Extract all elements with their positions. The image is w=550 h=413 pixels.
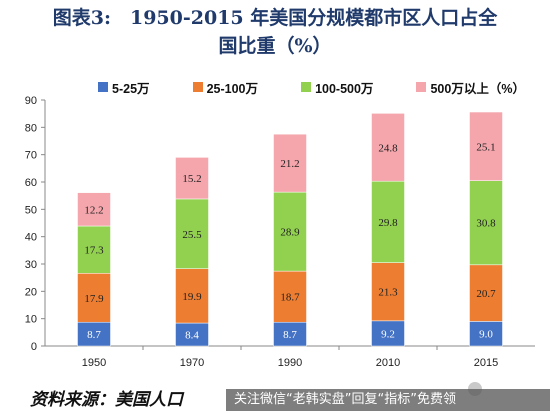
y-tick-label: 20 <box>25 286 37 298</box>
legend-item-25-100: 25-100万 <box>192 78 259 97</box>
data-label: 12.2 <box>84 204 103 216</box>
chart-title-line1: 图表3: 1950-2015 年美国分规模都市区人口占全 <box>52 7 498 29</box>
legend-swatch-100-500 <box>301 82 312 92</box>
bar-segment <box>371 180 405 263</box>
data-label: 17.3 <box>84 245 104 257</box>
data-label: 25.1 <box>476 141 495 153</box>
data-label: 17.9 <box>84 293 104 305</box>
data-label: 9.2 <box>381 328 395 340</box>
y-tick-label: 80 <box>25 122 37 134</box>
y-tick-label: 40 <box>25 232 37 244</box>
data-label: 21.3 <box>378 287 398 299</box>
legend-label-500-plus: 500万以上（%） <box>430 81 525 96</box>
data-label: 8.7 <box>87 329 101 341</box>
bar-segment <box>273 191 307 272</box>
bar-segment <box>371 262 405 322</box>
chart-legend: 5-25万 25-100万 100-500万 500万以上（%） <box>98 77 525 97</box>
x-tick-label: 1950 <box>82 357 106 369</box>
legend-label-5-25: 5-25万 <box>112 81 150 96</box>
data-label: 19.9 <box>182 291 202 303</box>
data-label: 8.4 <box>185 330 199 342</box>
data-label: 24.8 <box>378 142 398 154</box>
bar-segment <box>175 268 209 324</box>
source-text: 资料来源：美国人口 <box>30 390 183 410</box>
data-label: 29.8 <box>378 217 398 229</box>
bar-segment <box>469 111 503 181</box>
promo-banner: 关注微信“老韩实盘”回复“指标”免费领 <box>226 389 550 411</box>
bar-segment <box>175 157 209 200</box>
legend-label-100-500: 100-500万 <box>315 81 374 96</box>
x-tick-label: 1970 <box>180 357 204 369</box>
legend-item-500-plus: 500万以上（%） <box>416 78 525 97</box>
bar-segment <box>469 264 503 322</box>
data-label: 21.2 <box>280 158 299 170</box>
bar-segment <box>175 198 209 269</box>
bar-segment <box>77 192 111 227</box>
data-label: 30.8 <box>476 218 496 230</box>
x-tick-label: 1990 <box>278 357 302 369</box>
bar-segment <box>77 225 111 274</box>
y-tick-label: 30 <box>25 259 37 271</box>
legend-item-100-500: 100-500万 <box>301 78 373 97</box>
legend-swatch-500-plus <box>416 82 427 92</box>
legend-swatch-5-25 <box>98 82 108 92</box>
legend-swatch-25-100 <box>192 82 203 92</box>
y-tick-label: 50 <box>25 204 37 216</box>
bar-segment <box>77 273 111 323</box>
y-tick-label: 90 <box>25 95 37 107</box>
bar-segment <box>371 320 405 347</box>
x-tick-label: 2010 <box>376 357 400 369</box>
legend-item-5-25: 5-25万 <box>98 78 150 97</box>
bar-segment <box>371 113 405 182</box>
x-tick-label: 2015 <box>474 357 498 369</box>
bar-segment <box>273 133 307 193</box>
y-tick-label: 70 <box>25 150 37 162</box>
bar-segment <box>469 180 503 266</box>
legend-label-25-100: 25-100万 <box>206 81 259 96</box>
y-tick-label: 10 <box>25 314 37 326</box>
chart-title-line2: 国比重（%） <box>218 35 332 57</box>
data-label: 28.9 <box>280 227 300 239</box>
data-label: 9.0 <box>479 329 493 341</box>
y-tick-label: 0 <box>31 341 37 353</box>
bar-segment <box>469 321 503 347</box>
data-label: 15.2 <box>182 173 201 185</box>
data-label: 25.5 <box>182 229 202 241</box>
chart-title: 图表3: 1950-2015 年美国分规模都市区人口占全 国比重（%） <box>0 4 550 60</box>
y-tick-label: 60 <box>25 177 37 189</box>
data-label: 20.7 <box>476 288 496 300</box>
data-label: 8.7 <box>283 329 297 341</box>
data-label: 18.7 <box>280 292 300 304</box>
